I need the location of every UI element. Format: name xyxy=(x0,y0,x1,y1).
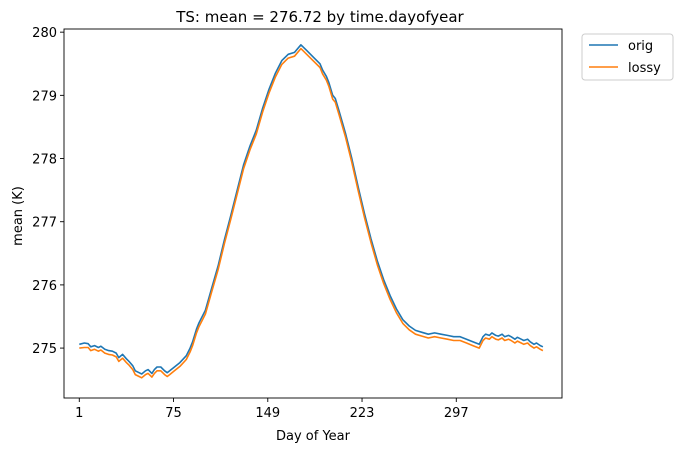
plot-area xyxy=(63,28,563,399)
plot-frame xyxy=(63,28,563,399)
series-line-orig xyxy=(79,43,544,375)
y-tick-label: 278 xyxy=(32,153,57,168)
legend: orig lossy xyxy=(581,33,674,81)
x-tick-label: 75 xyxy=(165,406,182,421)
y-tick-label: 276 xyxy=(32,279,57,294)
y-tick-label: 277 xyxy=(32,216,57,231)
legend-label-orig: orig xyxy=(628,39,653,54)
y-axis: 275 276 277 278 279 280 xyxy=(32,26,64,357)
x-axis: 1 75 149 223 297 xyxy=(75,398,469,421)
y-axis-label: mean (K) xyxy=(11,186,26,246)
x-axis-label: Day of Year xyxy=(276,429,351,444)
x-tick-label: 297 xyxy=(444,406,469,421)
x-tick-label: 223 xyxy=(350,406,375,421)
chart-title: TS: mean = 276.72 by time.dayofyear xyxy=(175,8,464,26)
x-tick-label: 149 xyxy=(255,406,280,421)
series-line-lossy xyxy=(79,47,544,379)
x-tick-label: 1 xyxy=(75,406,83,421)
legend-label-lossy: lossy xyxy=(628,61,661,76)
y-tick-label: 279 xyxy=(32,89,57,104)
y-tick-label: 275 xyxy=(32,342,57,357)
y-tick-label: 280 xyxy=(32,26,57,41)
